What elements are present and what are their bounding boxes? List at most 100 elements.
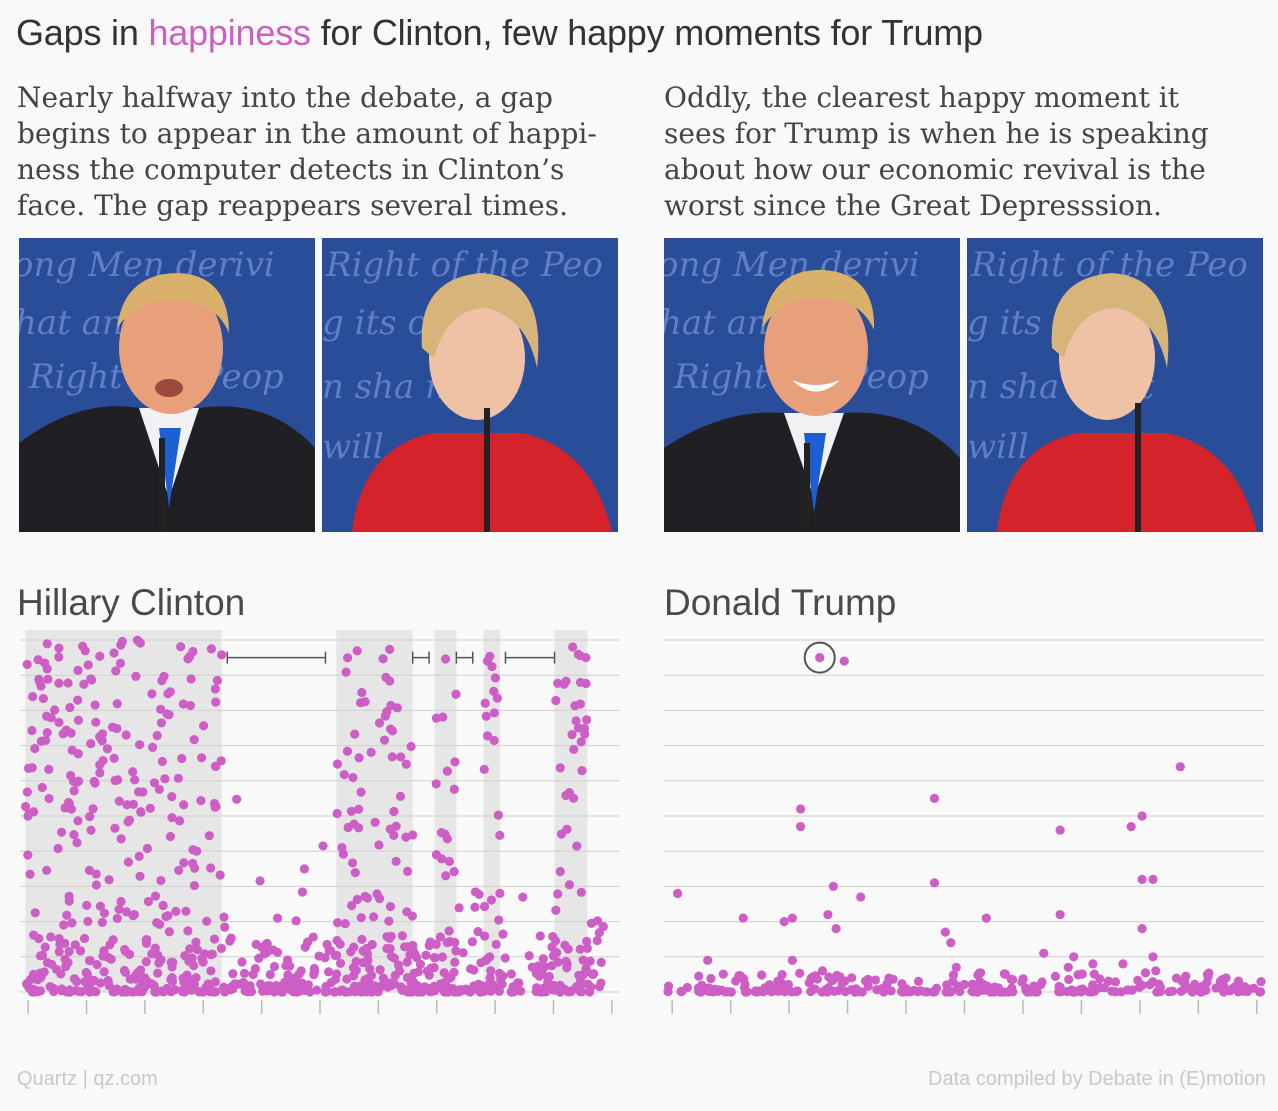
clinton-point-728 — [438, 712, 448, 722]
trump-point-286 — [703, 955, 713, 965]
clinton-point-616 — [114, 904, 124, 914]
clinton-point-535 — [196, 796, 206, 806]
clinton-point-691 — [176, 642, 186, 652]
clinton-point-314 — [168, 957, 178, 968]
clinton-point-500 — [237, 957, 247, 967]
clinton-point-553 — [385, 644, 395, 654]
trump-point-250 — [959, 979, 969, 990]
clinton-point-609 — [450, 757, 460, 767]
clinton-point-582 — [62, 910, 72, 920]
clinton-point-899 — [449, 867, 459, 877]
clinton-point-347 — [325, 945, 336, 956]
trump-chart-title: Donald Trump — [664, 582, 897, 623]
clinton-point-546 — [567, 729, 577, 740]
clinton-point-865 — [54, 643, 64, 653]
clinton-point-866 — [556, 829, 567, 839]
clinton-point-703 — [147, 689, 157, 699]
trump-point-128 — [791, 987, 801, 997]
right-line-4: worst since the Great Depresssion. — [664, 189, 1162, 222]
clinton-point-876 — [95, 651, 105, 661]
clinton-point-743 — [337, 843, 347, 853]
clinton-point-814 — [569, 744, 579, 755]
page-title: Gaps in happiness for Clinton, few happy… — [16, 12, 983, 54]
clinton-point-296 — [592, 935, 602, 946]
clinton-point-310 — [588, 969, 598, 980]
clinton-point-674 — [354, 804, 364, 814]
clinton-point-746 — [481, 711, 491, 721]
clinton-point-671 — [134, 851, 144, 861]
clinton-point-512 — [389, 953, 399, 963]
clinton-point-761 — [116, 834, 126, 844]
clinton-point-129 — [500, 953, 510, 963]
clinton-point-215 — [254, 953, 264, 963]
clinton-point-278 — [462, 985, 472, 995]
trump-point-279 — [738, 913, 748, 923]
clinton-point-757 — [27, 725, 37, 736]
clinton-point-811 — [188, 858, 198, 869]
trump-point-189 — [697, 980, 707, 990]
trump-point-276 — [779, 917, 789, 927]
clinton-point-258 — [198, 956, 208, 966]
clinton-point-889 — [156, 718, 167, 728]
clinton-point-489 — [549, 951, 559, 961]
trump-photo-right: ong Men derivi hat any Right the Peop — [664, 238, 960, 532]
clinton-point-896 — [95, 768, 105, 778]
trump-point-175 — [886, 986, 896, 996]
clinton-point-774 — [116, 640, 126, 650]
trump-point-252 — [1095, 983, 1105, 993]
clinton-point-490 — [303, 986, 313, 996]
left-line-4: face. The gap reappears several times. — [17, 189, 569, 222]
trump-point-146 — [718, 969, 728, 979]
clinton-point-769 — [23, 850, 33, 860]
clinton-point-872 — [29, 807, 39, 817]
trump-point-273 — [673, 888, 683, 899]
clinton-point-870 — [335, 939, 345, 949]
trump-point-258 — [1025, 985, 1035, 996]
clinton-point-694 — [382, 932, 392, 942]
clinton-point-701 — [575, 944, 585, 954]
clinton-point-836 — [135, 638, 145, 648]
clinton-point-847 — [366, 747, 376, 757]
clinton-point-203 — [225, 936, 235, 946]
clinton-point-670 — [262, 939, 272, 949]
clinton-point-680 — [489, 686, 499, 696]
clinton-point-604 — [173, 773, 183, 783]
clinton-point-726 — [391, 821, 401, 831]
clinton-point-688 — [210, 684, 220, 694]
clinton-point-755 — [42, 639, 52, 649]
clinton-point-687 — [91, 717, 101, 727]
trump-point-278 — [831, 924, 841, 934]
clinton-point-402 — [192, 945, 203, 955]
trump-point-111 — [1107, 986, 1117, 996]
trump-point-292 — [1063, 962, 1073, 972]
clinton-point-585 — [232, 794, 242, 804]
trump-point-133 — [1110, 977, 1121, 987]
trump-point-229 — [1152, 987, 1162, 997]
clinton-point-619 — [454, 903, 464, 913]
trump-point-222 — [1204, 968, 1214, 978]
clinton-point-289 — [412, 952, 422, 963]
clinton-point-781 — [216, 756, 226, 766]
clinton-point-595 — [495, 830, 505, 840]
trump-point-274 — [856, 892, 866, 902]
trump-point-145 — [1077, 969, 1087, 979]
trump-point-267 — [1126, 821, 1136, 832]
left-line-1: Nearly halfway into the debate, a gap — [17, 81, 553, 114]
clinton-point-801 — [167, 812, 177, 823]
trump-highlight-ring — [803, 641, 836, 674]
clinton-point-603 — [346, 806, 357, 816]
clinton-point-356 — [246, 986, 257, 997]
clinton-point-89 — [357, 934, 367, 945]
clinton-point-635 — [183, 926, 193, 936]
clinton-point-530 — [121, 907, 132, 917]
clinton-point-586 — [441, 871, 451, 881]
clinton-point-752 — [318, 841, 328, 851]
clinton-point-477 — [323, 967, 334, 977]
clinton-point-537 — [65, 770, 76, 781]
clinton-point-388 — [330, 987, 340, 997]
clinton-point-565 — [30, 743, 40, 754]
clinton-point-677 — [356, 787, 366, 797]
clinton-point-682 — [491, 939, 501, 950]
clinton-point-721 — [28, 930, 39, 940]
clinton-point-551 — [385, 944, 395, 954]
